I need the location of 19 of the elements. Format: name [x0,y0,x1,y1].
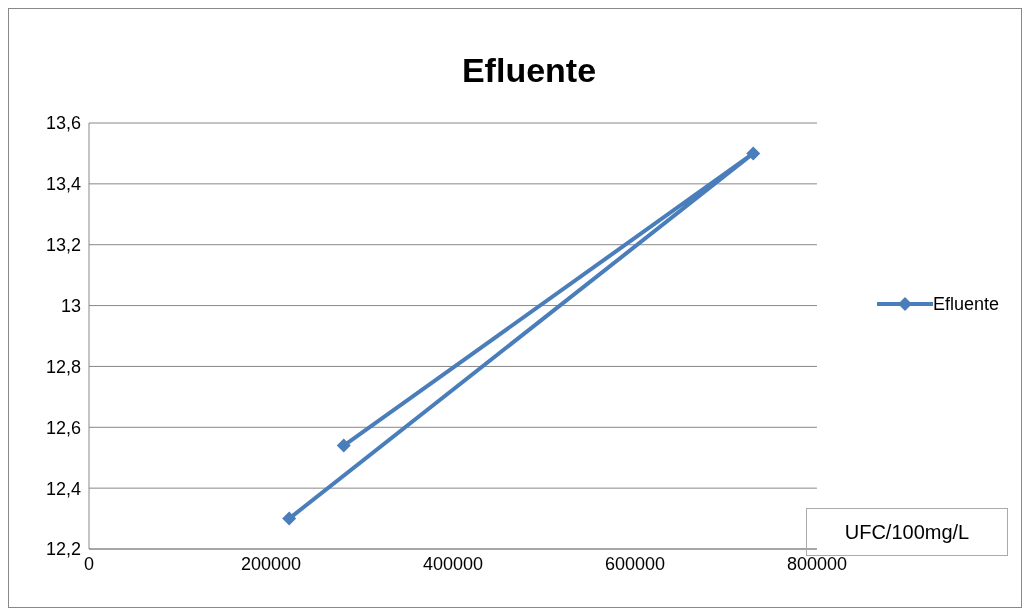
x-tick-label: 0 [83,553,95,574]
point [282,511,297,526]
y-tick-label: 12,2 [45,539,81,560]
y-tick-label: 12,4 [45,478,81,499]
y-tick-label: 13,6 [45,113,81,134]
y-tick-label: 13 [60,295,81,316]
point [336,438,351,453]
point [746,146,761,161]
chart-title: Efluente [460,51,598,90]
y-tick-label: 13,2 [45,235,81,256]
y-tick-label: 12,6 [45,417,81,438]
x-tick-label: 200000 [240,553,302,574]
x-tick-label: 800000 [786,553,847,574]
x-axis-title: UFC/100mg/L [844,520,970,543]
x-tick-label: 600000 [604,553,665,574]
y-tick-label: 13,4 [45,174,81,195]
legend-label: Efluente [932,293,999,315]
x-tick-label: 400000 [422,553,484,574]
y-tick-label: 12,8 [45,356,81,377]
